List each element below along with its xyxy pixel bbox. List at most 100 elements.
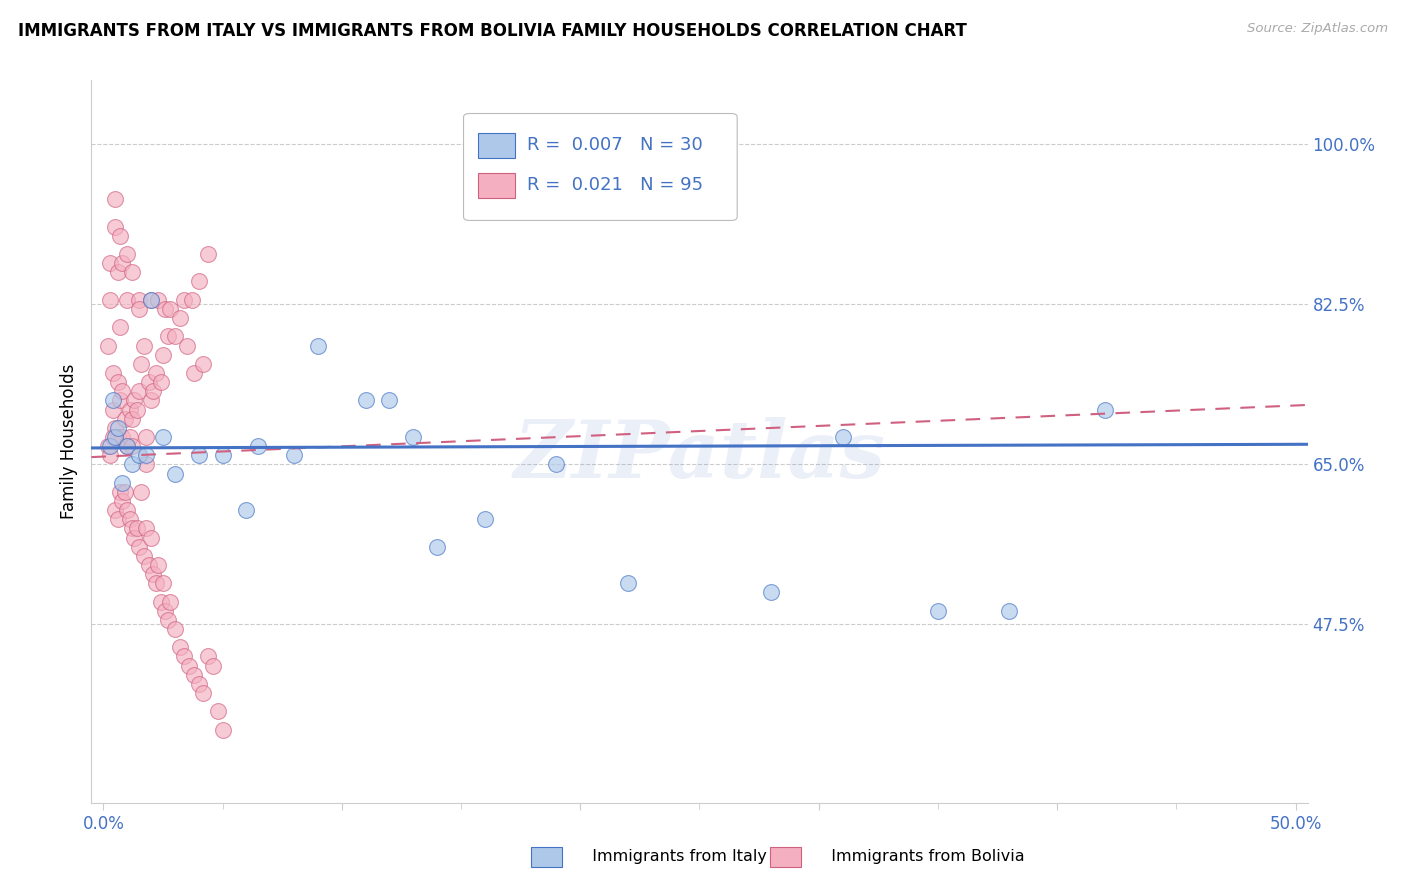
Text: R =  0.007   N = 30: R = 0.007 N = 30: [527, 136, 703, 153]
Point: [155, 604, 177, 618]
Point: [173, 649, 195, 664]
Point: [247, 439, 270, 453]
Point: [163, 467, 186, 481]
Point: [149, 594, 172, 608]
Point: [100, 439, 122, 453]
Point: [283, 448, 305, 462]
Point: [152, 576, 174, 591]
Point: [128, 540, 150, 554]
Point: [100, 256, 122, 270]
Point: [132, 549, 155, 563]
Point: [118, 402, 141, 417]
Point: [101, 430, 124, 444]
Point: [163, 622, 186, 636]
Point: [124, 531, 146, 545]
Point: [124, 393, 146, 408]
Point: [354, 393, 377, 408]
Point: [180, 293, 202, 307]
Point: [139, 293, 162, 307]
Text: Immigrants from Italy: Immigrants from Italy: [541, 849, 768, 863]
Point: [107, 430, 129, 444]
Point: [146, 293, 169, 307]
Point: [402, 430, 425, 444]
Text: IMMIGRANTS FROM ITALY VS IMMIGRANTS FROM BOLIVIA FAMILY HOUSEHOLDS CORRELATION C: IMMIGRANTS FROM ITALY VS IMMIGRANTS FROM…: [18, 22, 967, 40]
Point: [159, 301, 181, 316]
Point: [111, 384, 134, 399]
FancyBboxPatch shape: [464, 113, 737, 220]
Text: Source: ZipAtlas.com: Source: ZipAtlas.com: [1247, 22, 1388, 36]
Point: [128, 384, 150, 399]
Point: [107, 512, 129, 526]
Point: [173, 293, 195, 307]
Point: [145, 366, 167, 380]
Point: [197, 247, 219, 261]
Point: [118, 512, 141, 526]
Point: [197, 649, 219, 664]
Point: [176, 338, 198, 352]
Point: [114, 411, 136, 425]
Point: [146, 558, 169, 572]
Y-axis label: Family Households: Family Households: [59, 364, 77, 519]
Point: [474, 512, 496, 526]
Point: [193, 357, 215, 371]
Point: [211, 448, 233, 462]
Point: [135, 458, 157, 472]
Point: [104, 219, 127, 234]
Point: [759, 585, 782, 599]
Point: [1094, 402, 1116, 417]
Point: [169, 640, 191, 655]
Point: [128, 293, 150, 307]
Point: [617, 576, 640, 591]
Point: [179, 658, 201, 673]
Point: [235, 503, 257, 517]
Point: [121, 439, 143, 453]
Point: [121, 411, 143, 425]
Point: [201, 658, 224, 673]
Point: [115, 247, 138, 261]
Point: [114, 484, 136, 499]
Point: [104, 192, 127, 206]
Point: [108, 393, 131, 408]
Point: [207, 704, 229, 718]
Point: [152, 348, 174, 362]
Bar: [478, 173, 515, 198]
Point: [121, 521, 143, 535]
Point: [307, 338, 329, 352]
Point: [100, 448, 122, 462]
Point: [139, 393, 162, 408]
Point: [121, 458, 143, 472]
Point: [139, 531, 162, 545]
Point: [108, 320, 131, 334]
Point: [104, 421, 127, 435]
Point: [125, 521, 148, 535]
Point: [159, 594, 181, 608]
Text: ZIPatlas: ZIPatlas: [513, 417, 886, 495]
Point: [138, 558, 160, 572]
Point: [121, 265, 143, 279]
Point: [111, 256, 134, 270]
Point: [115, 439, 138, 453]
Point: [135, 430, 157, 444]
Point: [101, 402, 124, 417]
Point: [128, 301, 150, 316]
Point: [183, 366, 205, 380]
Point: [101, 366, 124, 380]
Point: [108, 484, 131, 499]
Point: [132, 338, 155, 352]
Point: [138, 375, 160, 389]
Point: [97, 439, 120, 453]
Point: [107, 421, 129, 435]
Point: [426, 540, 449, 554]
Point: [115, 439, 138, 453]
Point: [193, 686, 215, 700]
Point: [131, 484, 153, 499]
Point: [211, 723, 233, 737]
Point: [101, 393, 124, 408]
Point: [128, 448, 150, 462]
Point: [107, 265, 129, 279]
Point: [149, 375, 172, 389]
Point: [135, 521, 157, 535]
Point: [104, 503, 127, 517]
Point: [118, 430, 141, 444]
Point: [115, 503, 138, 517]
